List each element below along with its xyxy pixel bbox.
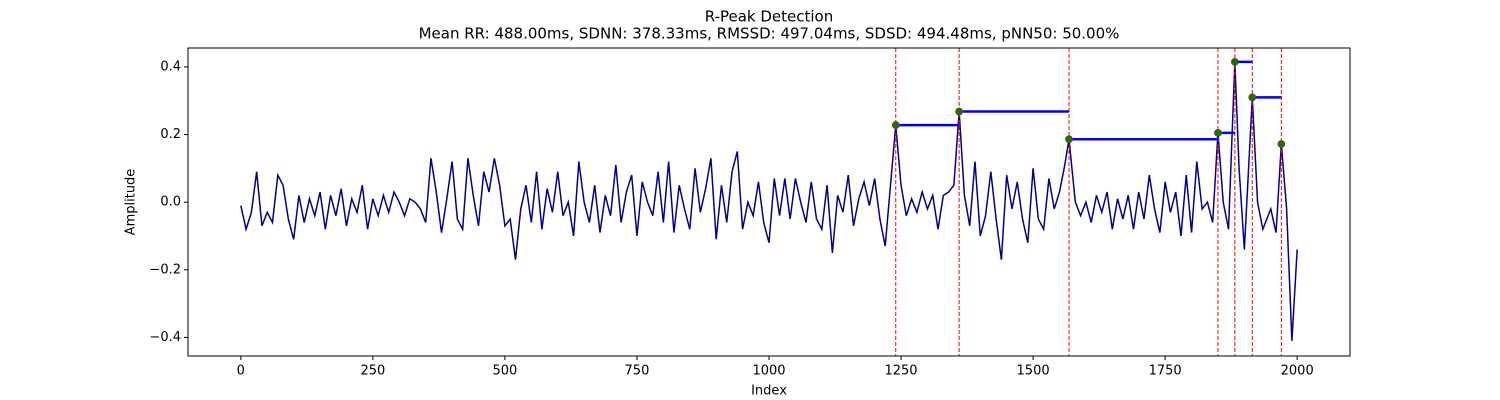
- x-tick-label: 1000: [752, 364, 785, 379]
- peak-marker: [1065, 135, 1073, 144]
- peak-marker: [1277, 140, 1286, 148]
- chart-subtitle: Mean RR: 488.00ms, SDNN: 378.33ms, RMSSD…: [419, 25, 1120, 43]
- y-tick-label: 0.2: [160, 127, 181, 142]
- peak-marker: [1248, 93, 1257, 102]
- x-tick-label: 1250: [884, 364, 917, 379]
- y-tick-label: −0.2: [149, 262, 181, 277]
- peak-marker: [1230, 57, 1239, 66]
- x-tick-label: 1750: [1149, 364, 1182, 379]
- signal-line: [240, 61, 1298, 341]
- plot-frame: [187, 47, 1351, 357]
- x-tick-label: 1500: [1017, 364, 1050, 379]
- peak-marker: [891, 121, 900, 129]
- y-axis-label: Amplitude: [124, 169, 139, 236]
- x-tick-label: 2000: [1281, 364, 1314, 379]
- y-tick-label: −0.4: [149, 330, 181, 345]
- chart-title: R-Peak Detection: [705, 8, 833, 26]
- x-tick-label: 750: [625, 364, 650, 379]
- x-tick-label: 0: [237, 364, 245, 379]
- peak-marker: [955, 107, 964, 116]
- x-tick-label: 250: [360, 364, 385, 379]
- x-tick-label: 500: [492, 364, 517, 379]
- y-tick-label: 0.4: [160, 59, 181, 74]
- y-tick-label: 0.0: [160, 195, 181, 210]
- x-axis-label: Index: [751, 384, 787, 399]
- peak-marker: [1214, 128, 1222, 137]
